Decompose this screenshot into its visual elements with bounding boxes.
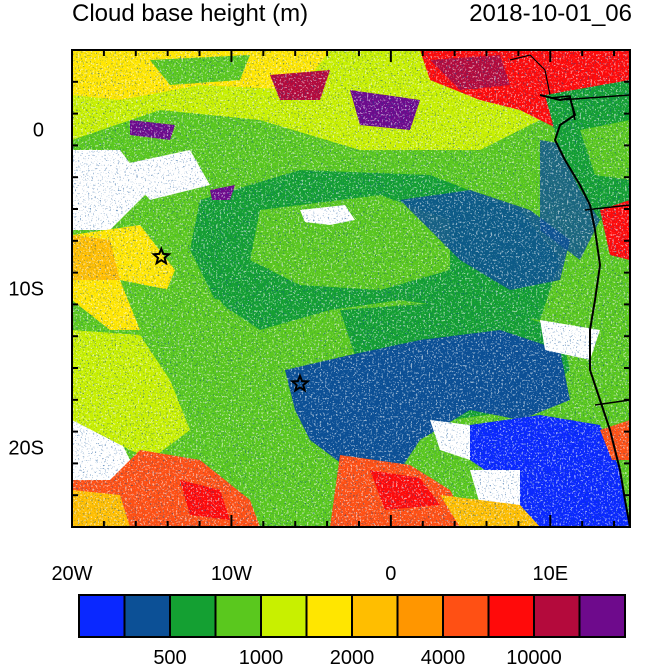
colorbar-swatch [396, 594, 444, 638]
colorbar [78, 594, 626, 638]
colorbar-label: 1000 [239, 647, 284, 667]
map-timestamp: 2018-10-01_06 [469, 0, 632, 27]
colorbar-swatch [78, 594, 126, 638]
colorbar-label: 4000 [421, 647, 466, 667]
coastline [539, 94, 630, 527]
colorbar-swatch [578, 594, 626, 638]
colorbar-swatch [214, 594, 262, 638]
cloud-field [72, 50, 630, 527]
colorbar-swatch [487, 594, 535, 638]
star-marker-2 [289, 373, 311, 393]
colorbar-swatch [351, 594, 399, 638]
y-tick-label: 0 [33, 120, 44, 142]
map-frame [71, 49, 631, 528]
colorbar-label: 2000 [330, 647, 375, 667]
colorbar-labels: 500 1000 2000 4000 10000 [153, 647, 562, 667]
map-tick-labels: 20W 10W 0 10E 0 10S 20S [8, 120, 568, 586]
x-tick-label: 10E [532, 563, 568, 585]
colorbar-swatch [169, 594, 217, 638]
colorbar-label: 500 [153, 647, 186, 667]
y-tick-label: 10S [8, 279, 44, 301]
x-tick-label: 0 [385, 563, 396, 585]
colorbar-label: 10000 [506, 647, 562, 667]
map-ticks [71, 49, 630, 528]
map-markers [151, 245, 311, 393]
colorbar-swatch [305, 594, 353, 638]
colorbar-swatch [442, 594, 490, 638]
x-tick-label: 20W [51, 563, 92, 585]
x-tick-label: 10W [211, 563, 252, 585]
star-marker-1 [151, 245, 172, 266]
colorbar-swatch [533, 594, 581, 638]
y-tick-label: 20S [8, 438, 44, 460]
colorbar-swatch [123, 594, 171, 638]
colorbar-swatch [260, 594, 308, 638]
map-title: Cloud base height (m) [72, 0, 309, 27]
